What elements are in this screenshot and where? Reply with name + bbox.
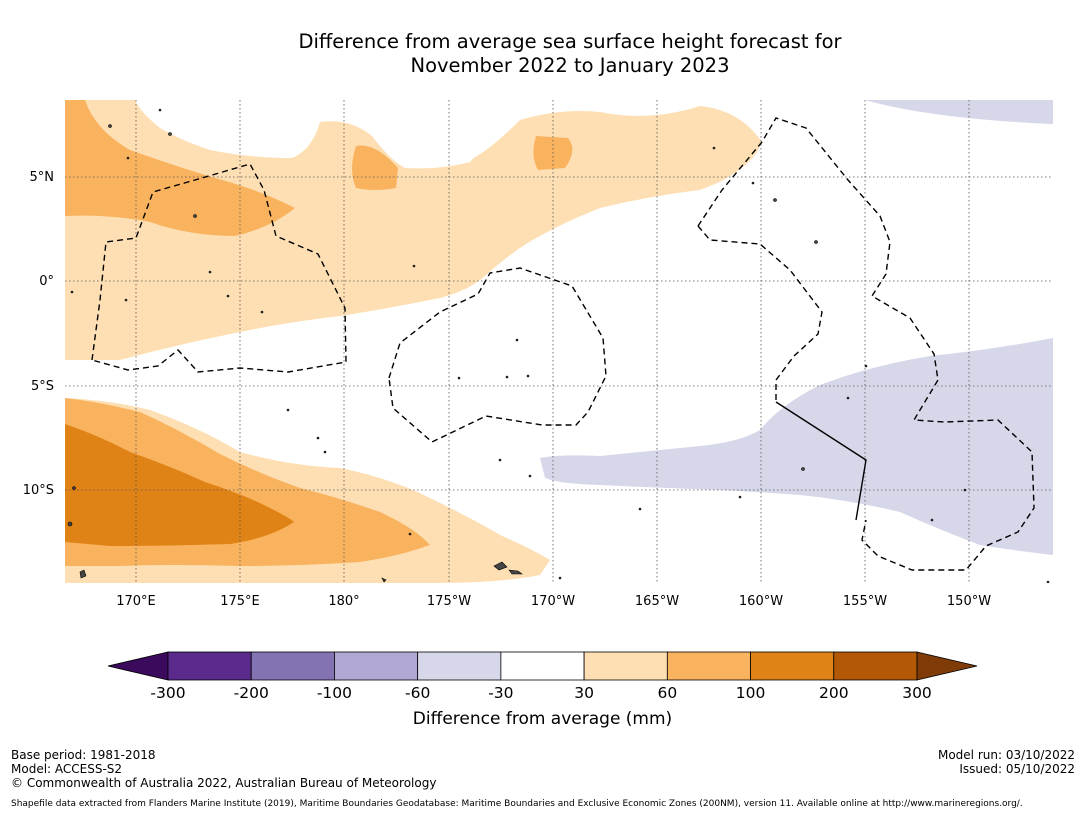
lon-label-155w: 155°W xyxy=(842,594,888,609)
title-line-1: Difference from average sea surface heig… xyxy=(298,30,842,53)
shapefile-note: Shapefile data extracted from Flanders M… xyxy=(11,799,1023,809)
sea-level-map xyxy=(65,100,1053,583)
colorbar-tick-label: -30 xyxy=(488,684,514,702)
colorbar-segment xyxy=(833,651,918,681)
lat-label-0: 0° xyxy=(39,274,54,289)
colorbar-extend-high xyxy=(916,651,978,681)
graticule xyxy=(65,100,1053,583)
lon-label-170w: 170°W xyxy=(530,594,576,609)
lat-label-5s: 5°S xyxy=(30,379,54,394)
colorbar-tick-label: 300 xyxy=(902,684,932,702)
issued-date: Issued: 05/10/2022 xyxy=(959,761,1075,776)
colorbar-extend-low xyxy=(107,651,169,681)
colorbar-segment xyxy=(334,651,419,681)
contour-positive-blob-1 xyxy=(352,145,398,190)
eez-boundaries xyxy=(91,117,1035,571)
colorbar-tick-label: 60 xyxy=(657,684,678,702)
contour-positive-southwest-strong xyxy=(65,424,294,546)
maritime-boundary-solid xyxy=(775,401,867,521)
eez-kiribati-line xyxy=(697,117,1035,571)
colorbar-segments xyxy=(167,651,918,681)
colorbar-label: Difference from average (mm) xyxy=(412,709,673,729)
colorbar-segment xyxy=(167,651,252,681)
eez-kiribati-line-west xyxy=(697,225,823,402)
lon-label-180: 180° xyxy=(328,594,360,609)
contour-positive-north-band xyxy=(65,100,762,360)
model-name: Model: ACCESS-S2 xyxy=(11,761,123,776)
lon-label-165w: 165°W xyxy=(634,594,680,609)
lat-label-5n: 5°N xyxy=(29,170,55,185)
contour-positive-northwest xyxy=(65,100,295,236)
colorbar-segment xyxy=(750,651,835,681)
islands xyxy=(67,108,1050,583)
colorbar-segment xyxy=(666,651,751,681)
title-line-2: November 2022 to January 2023 xyxy=(410,54,730,77)
colorbar-segment xyxy=(417,651,502,681)
colorbar-segment xyxy=(500,651,585,681)
lat-label-10s: 10°S xyxy=(22,483,54,498)
colorbar-tick-label: 200 xyxy=(818,684,849,702)
lon-label-150w: 150°W xyxy=(946,594,992,609)
chart-title: Difference from average sea surface heig… xyxy=(0,30,1085,78)
contour-negative-southeast xyxy=(540,338,1053,555)
eez-kiribati-gilbert xyxy=(91,163,347,373)
colorbar-tick-label: -100 xyxy=(316,684,353,702)
colorbar-tick-label: 100 xyxy=(735,684,766,702)
footer-left: Base period: 1981-2018 Model: ACCESS-S2 … xyxy=(11,748,437,791)
model-run: Model run: 03/10/2022 xyxy=(937,748,1075,762)
lon-label-160w: 160°W xyxy=(738,594,784,609)
contour-negative-top-right xyxy=(865,100,1053,124)
footer-right: Model run: 03/10/2022 Issued: 05/10/2022 xyxy=(937,748,1075,776)
base-period: Base period: 1981-2018 xyxy=(11,748,156,762)
colorbar-tick-label: -60 xyxy=(404,684,431,702)
colorbar-tick-label: -200 xyxy=(233,684,269,702)
colorbar-segment xyxy=(250,651,335,681)
colorbar-segment xyxy=(583,651,668,681)
copyright: © Commonwealth of Australia 2022, Austra… xyxy=(11,776,437,790)
contour-neutral-north xyxy=(135,100,520,169)
colorbar-tick-label: 30 xyxy=(574,684,594,702)
colorbar-tick-label: -300 xyxy=(150,684,186,702)
lon-label-170e: 170°E xyxy=(116,594,156,609)
lon-label-175e: 175°E xyxy=(220,594,260,609)
lon-label-175w: 175°W xyxy=(426,594,472,609)
